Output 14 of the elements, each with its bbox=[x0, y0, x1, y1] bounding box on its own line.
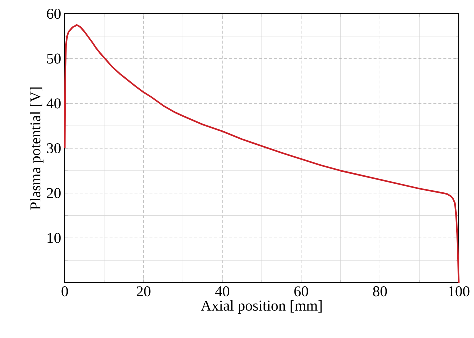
x-tick-label: 0 bbox=[62, 286, 68, 297]
y-tick-label: 20 bbox=[47, 188, 61, 198]
y-tick-label: 40 bbox=[46, 98, 61, 109]
x-tick-label: 40 bbox=[215, 286, 230, 297]
y-tick-label: 10 bbox=[48, 233, 61, 244]
x-tick-label: 60 bbox=[294, 286, 308, 297]
x-tick-label: 80 bbox=[373, 286, 388, 297]
y-tick-label: 50 bbox=[47, 54, 61, 64]
y-tick-label: 60 bbox=[47, 8, 61, 20]
x-axis-title: Axial position [mm] bbox=[201, 300, 322, 314]
x-tick-label: 20 bbox=[136, 286, 151, 297]
x-tick-label: 100 bbox=[449, 286, 470, 297]
y-axis-title: Plasma potential [V] bbox=[30, 88, 44, 210]
y-tick-label: 30 bbox=[47, 143, 61, 154]
